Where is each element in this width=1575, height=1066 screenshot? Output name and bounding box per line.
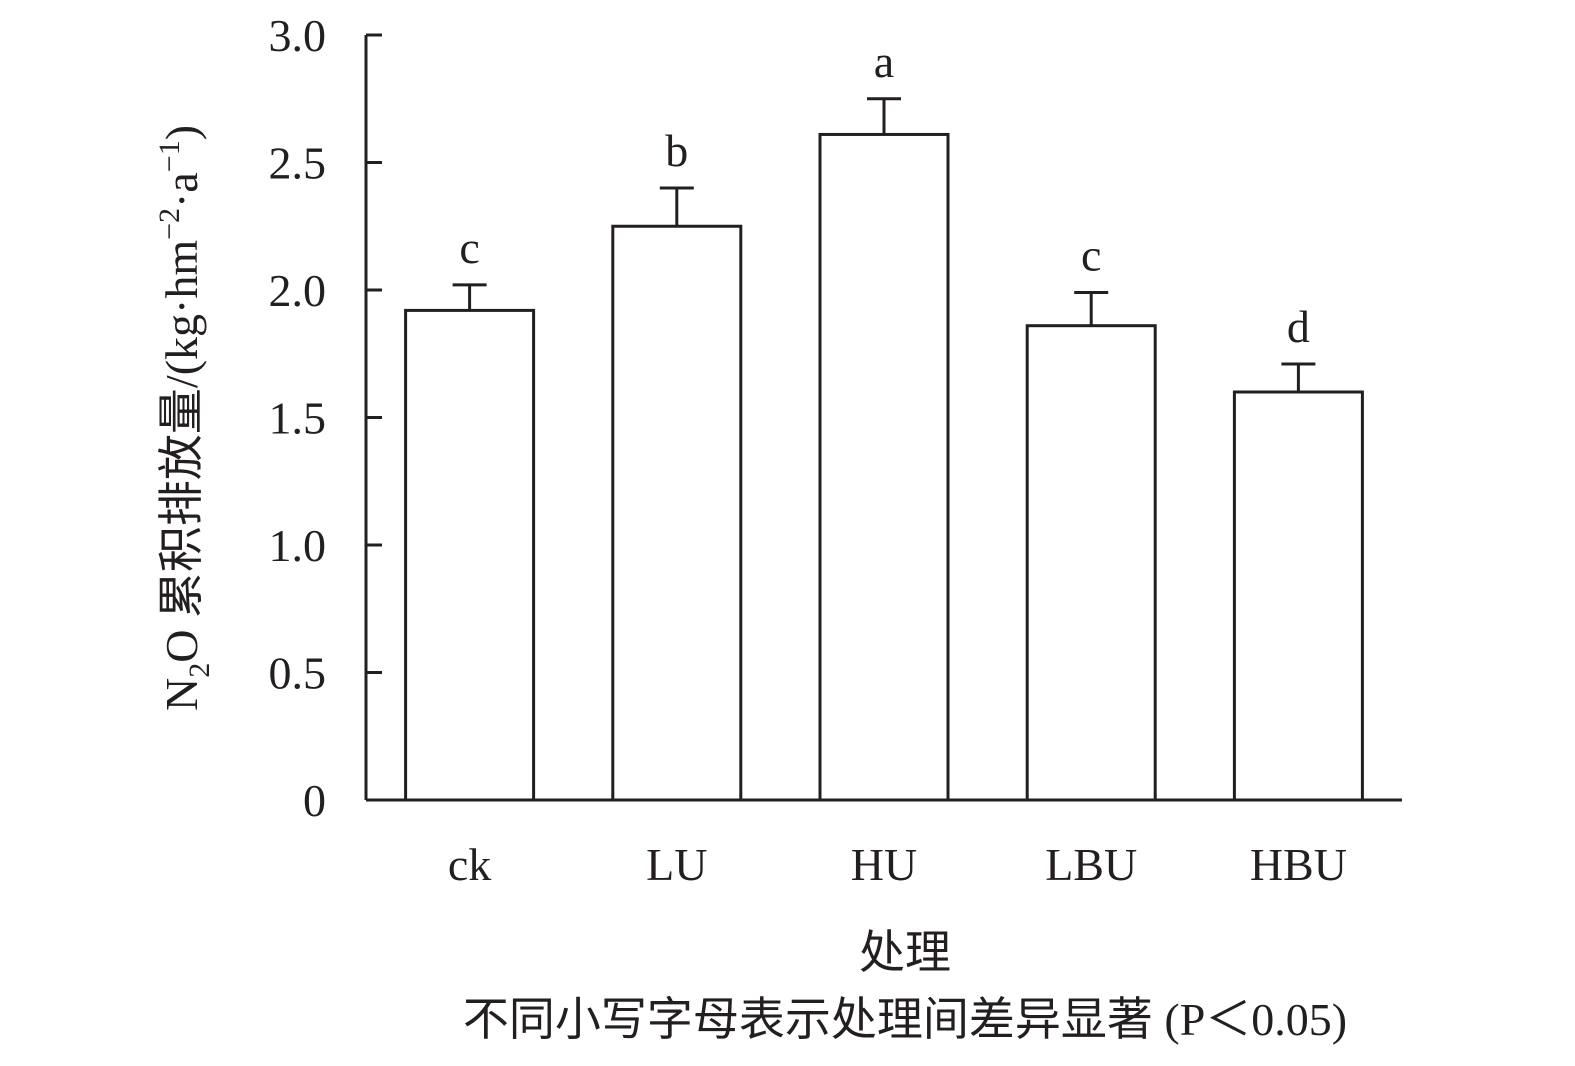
significance-note: 不同小写字母表示处理间差异显著 (P＜0.05) — [463, 994, 1347, 1045]
y-axis-title-superscript-2: −1 — [153, 140, 186, 172]
y-tick-label: 2.0 — [269, 265, 327, 316]
y-tick-label: 1.0 — [269, 520, 327, 571]
y-tick-label: 0.5 — [269, 648, 327, 699]
y-axis-title-mid: ·a — [156, 172, 207, 208]
significance-letter: b — [665, 125, 688, 176]
significance-letter: c — [459, 222, 479, 273]
bar-lbu — [1025, 324, 1157, 802]
y-axis-title-prefix: N — [156, 678, 207, 711]
bar-ck — [404, 308, 536, 802]
y-tick-label: 2.5 — [269, 138, 327, 189]
y-tick-label: 3.0 — [269, 10, 327, 61]
x-category-label: LU — [646, 839, 707, 890]
bar-lu — [611, 224, 743, 802]
x-category-labels: ck LU HU LBU HBU — [448, 839, 1347, 890]
significance-letter: c — [1081, 230, 1101, 281]
x-axis-title: 处理 — [859, 927, 951, 978]
bars-group — [404, 132, 1364, 802]
x-category-label: HBU — [1250, 839, 1347, 890]
y-axis-title-subscript: 2 — [183, 663, 216, 678]
x-category-label: LBU — [1045, 839, 1137, 890]
significance-letter: d — [1287, 301, 1310, 352]
error-bars-group — [452, 97, 1316, 392]
bar-hbu — [1232, 390, 1364, 802]
y-tick-label: 1.5 — [269, 393, 327, 444]
y-axis-title-end: ) — [156, 125, 207, 140]
significance-letters: c b a c d — [459, 36, 1310, 352]
y-tick-label: 0 — [303, 775, 326, 826]
x-category-label: HU — [851, 839, 917, 890]
y-ticks-group: 0 0.5 1.0 1.5 2.0 2.5 3.0 — [269, 10, 382, 826]
y-axis-title-main: O 累积排放量/(kg·hm — [156, 240, 207, 663]
bar-hu — [818, 132, 950, 802]
y-axis-title: N2O 累积排放量/(kg·hm−2·a−1) — [153, 125, 216, 711]
y-axis-title-superscript-1: −2 — [153, 208, 186, 240]
x-category-label: ck — [448, 839, 491, 890]
significance-letter: a — [874, 36, 894, 87]
